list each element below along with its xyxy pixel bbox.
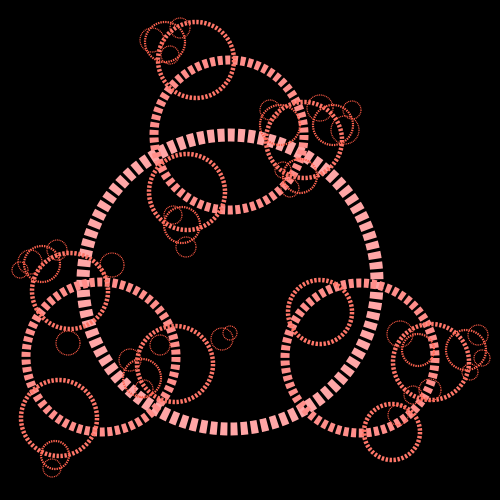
dashed-ring-level-4: [134, 379, 154, 399]
dashed-ring-level-4: [280, 178, 300, 198]
dashed-ring-level-4: [99, 252, 125, 278]
dashed-ring-level-2: [285, 277, 355, 347]
ring-layer: [11, 17, 491, 478]
dashed-ring-level-4: [222, 325, 238, 341]
dashed-ring-level-1: [21, 277, 181, 437]
dashed-ring-level-4: [149, 334, 171, 356]
dashed-ring-level-4: [386, 320, 414, 348]
dashed-ring-level-3: [162, 205, 202, 245]
dashed-ring-level-2: [29, 250, 111, 332]
dashed-ring-level-4: [118, 348, 142, 372]
dashed-ring-level-4: [473, 349, 491, 367]
dashed-ring-level-2: [390, 321, 472, 403]
dashed-ring-level-1: [280, 278, 440, 438]
dashed-ring-level-4: [403, 385, 423, 405]
dashed-ring-level-3: [258, 103, 302, 147]
dashed-ring-level-4: [330, 115, 360, 145]
dashed-ring-level-2: [18, 377, 100, 459]
dashed-ring-level-4: [139, 27, 165, 53]
dashed-ring-level-4: [274, 161, 292, 179]
dashed-ring-level-1: [149, 55, 309, 215]
dashed-ring-level-4: [11, 261, 29, 279]
dashed-ring-level-3: [400, 332, 436, 368]
dashed-ring-level-4: [342, 100, 362, 120]
dashed-ring-level-4: [42, 458, 62, 478]
dashed-ring-level-3: [39, 439, 71, 471]
dashed-ring-level-2: [361, 401, 423, 463]
dashed-ring-level-3: [444, 328, 488, 372]
dashed-ring-level-4: [46, 239, 68, 261]
dashed-ring-level-3: [281, 157, 319, 195]
dashed-ring-level-3: [311, 103, 355, 147]
dashed-ring-level-4: [17, 249, 43, 275]
dashed-ring-level-4: [163, 205, 183, 225]
dashed-ring-level-3: [22, 244, 62, 284]
dashed-ring-level-4: [55, 330, 81, 356]
dashed-ring-level-4: [160, 45, 180, 65]
dashed-ring-level-4: [169, 17, 191, 39]
dashed-ring-level-4: [461, 363, 479, 381]
dashed-ring-level-4: [175, 236, 197, 258]
dashed-ring-level-2: [155, 19, 237, 101]
dashed-ring-level-2: [134, 323, 216, 405]
dashed-ring-level-4: [418, 378, 442, 402]
dashed-ring-level-3: [121, 357, 163, 399]
dashed-ring-level-3: [143, 20, 187, 64]
dashed-ring-level-4: [306, 94, 334, 122]
dashed-ring-level-4: [259, 99, 281, 121]
dashed-ring-level-4: [467, 324, 489, 346]
dashed-ring-level-2: [146, 151, 228, 233]
dashed-ring-level-2: [263, 99, 345, 181]
dashed-ring-level-4: [387, 404, 409, 426]
